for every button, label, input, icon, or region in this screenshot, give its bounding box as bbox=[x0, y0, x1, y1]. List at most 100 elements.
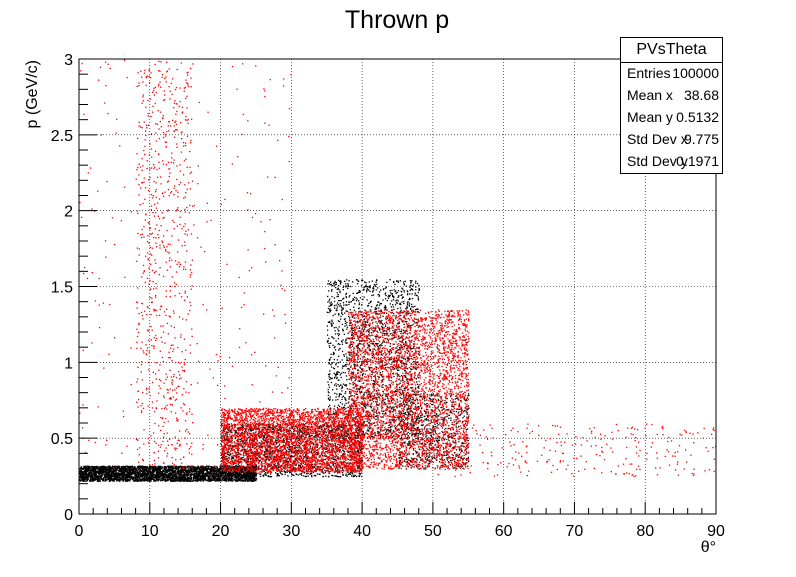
data-point bbox=[283, 432, 284, 433]
data-point bbox=[359, 473, 360, 474]
data-point bbox=[140, 479, 141, 480]
data-point bbox=[153, 469, 154, 470]
data-point bbox=[89, 473, 90, 474]
data-point bbox=[159, 467, 160, 468]
data-point bbox=[219, 469, 220, 470]
data-point bbox=[128, 480, 129, 481]
data-point bbox=[120, 478, 121, 479]
data-point bbox=[252, 477, 253, 478]
data-point bbox=[141, 480, 142, 481]
data-point bbox=[123, 469, 124, 470]
data-point bbox=[105, 478, 106, 479]
data-point bbox=[209, 481, 210, 482]
data-point bbox=[131, 474, 132, 475]
data-point bbox=[147, 472, 148, 473]
data-point bbox=[123, 473, 124, 474]
data-point bbox=[207, 466, 208, 467]
data-point bbox=[119, 473, 120, 474]
data-point bbox=[315, 475, 316, 476]
data-point bbox=[127, 474, 128, 475]
data-point bbox=[213, 480, 214, 481]
data-point bbox=[195, 480, 196, 481]
data-point bbox=[102, 468, 103, 469]
data-point bbox=[88, 468, 89, 469]
data-point bbox=[132, 466, 133, 467]
data-point bbox=[87, 470, 88, 471]
data-point bbox=[355, 475, 356, 476]
data-point bbox=[231, 477, 232, 478]
data-point bbox=[210, 471, 211, 472]
data-point bbox=[216, 480, 217, 481]
data-point bbox=[98, 481, 99, 482]
data-point bbox=[178, 466, 179, 467]
data-point bbox=[135, 472, 136, 473]
data-point bbox=[196, 473, 197, 474]
data-point bbox=[100, 477, 101, 478]
data-point bbox=[321, 446, 322, 447]
data-point bbox=[119, 471, 120, 472]
data-point bbox=[244, 467, 245, 468]
data-point bbox=[227, 476, 228, 477]
data-point bbox=[142, 476, 143, 477]
data-point bbox=[345, 474, 346, 475]
data-point bbox=[200, 480, 201, 481]
data-point bbox=[212, 476, 213, 477]
data-point bbox=[193, 470, 194, 471]
data-point bbox=[229, 454, 230, 455]
data-point bbox=[111, 469, 112, 470]
data-point bbox=[160, 474, 161, 475]
data-point bbox=[154, 470, 155, 471]
data-point bbox=[178, 476, 179, 477]
data-point bbox=[162, 479, 163, 480]
data-point bbox=[188, 480, 189, 481]
data-point bbox=[211, 479, 212, 480]
data-point bbox=[95, 475, 96, 476]
data-point bbox=[199, 480, 200, 481]
data-point bbox=[130, 476, 131, 477]
data-point bbox=[95, 467, 96, 468]
data-point bbox=[108, 475, 109, 476]
data-point bbox=[193, 471, 194, 472]
data-point bbox=[306, 473, 307, 474]
data-point bbox=[158, 477, 159, 478]
data-point bbox=[84, 475, 85, 476]
data-point bbox=[167, 478, 168, 479]
data-point bbox=[210, 469, 211, 470]
data-point bbox=[91, 466, 92, 467]
data-point bbox=[182, 479, 183, 480]
data-point bbox=[240, 478, 241, 479]
data-point bbox=[109, 468, 110, 469]
data-point bbox=[219, 479, 220, 480]
data-point bbox=[251, 479, 252, 480]
data-point bbox=[158, 466, 159, 467]
data-point bbox=[343, 450, 344, 451]
data-point bbox=[164, 469, 165, 470]
data-point bbox=[157, 469, 158, 470]
data-point bbox=[228, 478, 229, 479]
data-point bbox=[202, 478, 203, 479]
data-point bbox=[144, 469, 145, 470]
data-point bbox=[110, 475, 111, 476]
data-point bbox=[159, 469, 160, 470]
data-point bbox=[218, 479, 219, 480]
data-point bbox=[253, 465, 254, 466]
data-point bbox=[211, 466, 212, 467]
data-point bbox=[235, 477, 236, 478]
data-point bbox=[221, 475, 222, 476]
data-point bbox=[147, 480, 148, 481]
data-point bbox=[291, 439, 292, 440]
data-point bbox=[95, 469, 96, 470]
data-point bbox=[82, 476, 83, 477]
data-point bbox=[248, 474, 249, 475]
data-point bbox=[126, 466, 127, 467]
data-point bbox=[194, 469, 195, 470]
data-point bbox=[230, 475, 231, 476]
data-point bbox=[257, 473, 258, 474]
data-point bbox=[156, 474, 157, 475]
data-point bbox=[194, 477, 195, 478]
data-point bbox=[153, 466, 154, 467]
data-point bbox=[193, 475, 194, 476]
data-point bbox=[178, 468, 179, 469]
data-point bbox=[152, 476, 153, 477]
data-point bbox=[245, 480, 246, 481]
